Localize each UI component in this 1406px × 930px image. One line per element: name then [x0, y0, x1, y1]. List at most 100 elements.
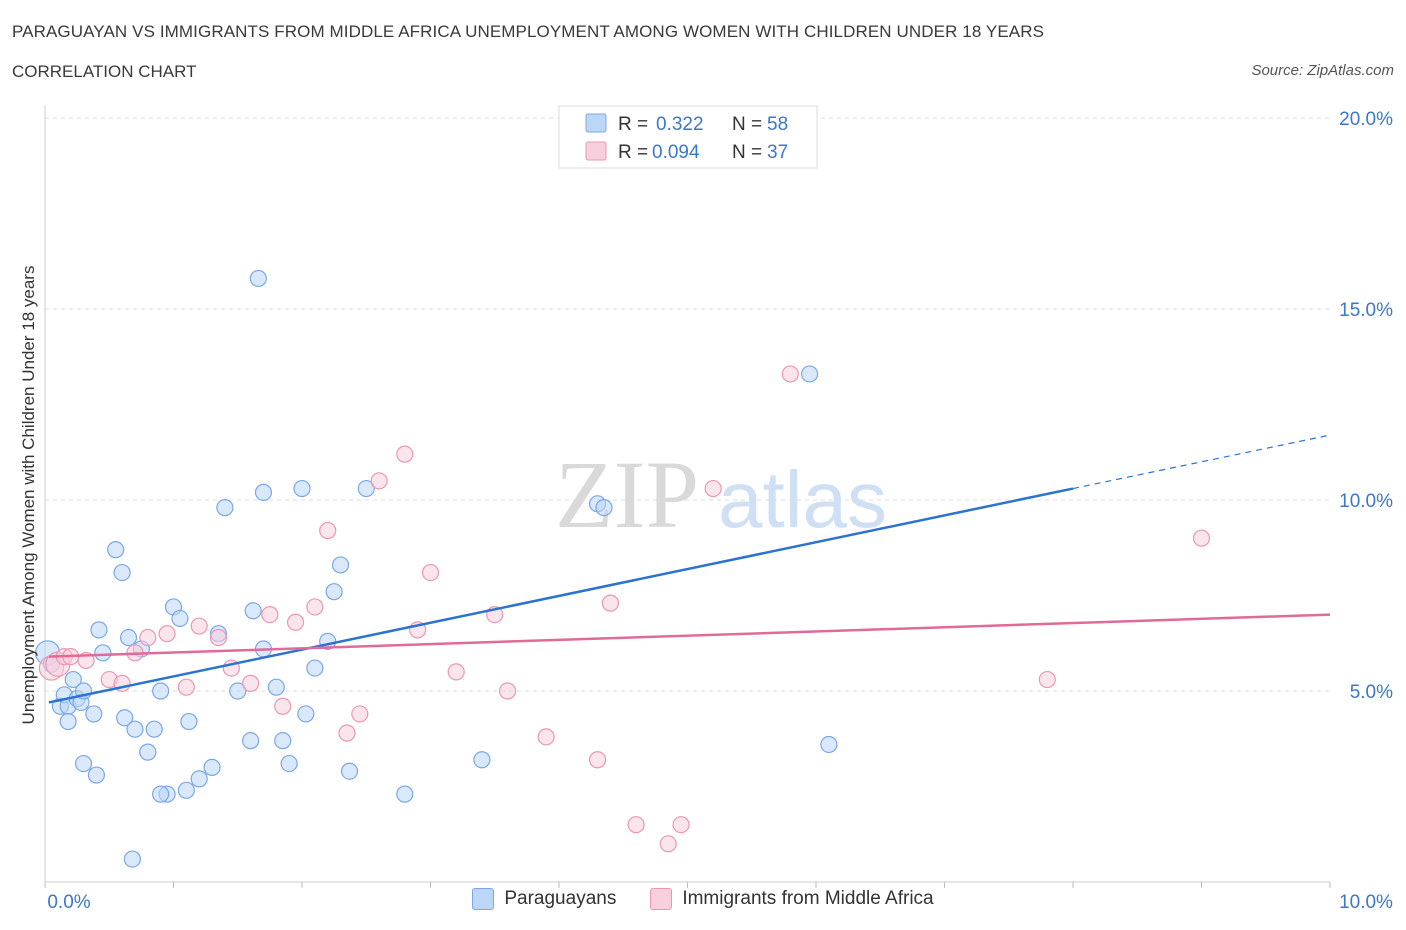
middle-africa-point	[704, 479, 722, 498]
legend-bottom: Paraguayans Immigrants from Middle Afric…	[0, 888, 1406, 910]
legend-label-middle-africa: Immigrants from Middle Africa	[682, 888, 934, 909]
paraguayans-point	[331, 556, 350, 574]
paraguayans-point	[244, 602, 262, 620]
grid-lines	[45, 117, 1330, 692]
middle-africa-point	[1192, 529, 1211, 547]
paraguayans-point	[340, 762, 359, 780]
paraguayans-point	[274, 732, 292, 750]
paraguayans-point	[396, 785, 414, 803]
paraguayans-point	[107, 541, 125, 559]
legend-label-paraguayans: Paraguayans	[504, 888, 617, 909]
legend-item-paraguayans: Paraguayans	[472, 888, 616, 910]
paraguayans-point	[177, 781, 195, 799]
y-axis-label: Unemployment Among Women with Children U…	[19, 266, 38, 725]
paraguayans-point	[152, 682, 170, 700]
middle-africa-point	[338, 724, 356, 742]
source-label: Source: ZipAtlas.com	[1251, 62, 1394, 79]
watermark-zip: ZIP	[555, 441, 699, 548]
middle-africa-point	[351, 705, 369, 723]
paraguayans-point	[306, 659, 324, 677]
legend-r-value-pink: 0.094	[652, 142, 700, 163]
middle-africa-point	[537, 728, 555, 746]
paraguayans-point	[357, 479, 375, 498]
middle-africa-point	[370, 472, 388, 490]
legend-n-label-blue: N =	[732, 114, 762, 135]
paraguayans-trend-extension	[1072, 434, 1331, 490]
chart-title: PARAGUAYAN VS IMMIGRANTS FROM MIDDLE AFR…	[12, 22, 1045, 41]
paraguayans-trend-line	[48, 487, 1074, 704]
middle-africa-point	[627, 816, 645, 834]
paraguayans-point	[152, 785, 170, 803]
middle-africa-point	[139, 628, 157, 647]
chart-subtitle: CORRELATION CHART	[12, 62, 197, 81]
middle-africa-point	[781, 365, 799, 383]
paraguayans-point	[59, 712, 77, 731]
legend-item-middle-africa: Immigrants from Middle Africa	[650, 888, 934, 910]
paraguayans-point	[180, 712, 198, 731]
legend-swatch-blue	[585, 113, 607, 133]
trend-lines	[48, 434, 1331, 704]
data-points	[34, 269, 1211, 868]
paraguayans-point	[126, 720, 144, 738]
paraguayans-point	[113, 563, 131, 582]
legend-r-label-blue: R =	[618, 114, 648, 135]
paraguayans-point	[293, 479, 311, 498]
middle-africa-point	[672, 816, 690, 834]
middle-africa-point	[421, 563, 440, 582]
middle-africa-point	[158, 625, 176, 643]
legend-swatch-middle-africa	[650, 888, 673, 910]
middle-africa-point	[261, 605, 279, 624]
legend-n-label-pink: N =	[732, 142, 762, 163]
paraguayans-point	[242, 732, 260, 750]
legend-top: R = 0.322 N = 58 R = 0.094 N = 37	[558, 105, 818, 169]
x-tick-label: 0.0%	[47, 892, 90, 913]
paraguayans-point	[800, 365, 819, 383]
paraguayans-point	[74, 754, 93, 773]
legend-n-value-pink: 37	[767, 142, 788, 163]
paraguayans-point	[90, 621, 108, 639]
paraguayans-point	[139, 743, 157, 761]
paraguayans-point	[820, 735, 838, 754]
paraguayans-point	[267, 678, 285, 696]
middle-africa-point	[286, 613, 305, 631]
paraguayans-point	[229, 682, 247, 700]
x-tick-label: 10.0%	[1339, 892, 1393, 913]
middle-africa-point	[1038, 670, 1056, 689]
paraguayans-point	[249, 269, 267, 288]
paraguayans-point	[280, 754, 298, 773]
middle-africa-point	[499, 682, 517, 700]
paraguayans-point	[87, 766, 106, 784]
paraguayans-point	[64, 670, 82, 689]
axes	[44, 106, 1331, 888]
paraguayans-point	[123, 850, 141, 868]
legend-n-value-blue: 58	[767, 114, 788, 135]
paraguayans-point	[94, 644, 112, 662]
legend-r-label-pink: R =	[618, 142, 648, 163]
paraguayans-point	[190, 770, 208, 788]
tick-labels: 5.0% 10.0% 15.0% 20.0% 0.0% 10.0%	[47, 109, 1393, 913]
paraguayans-point	[203, 758, 221, 777]
paraguayans-point	[297, 705, 315, 723]
legend-swatch-pink	[585, 141, 607, 161]
paraguayans-point	[85, 705, 103, 723]
middle-africa-trend-line	[48, 613, 1331, 658]
paraguayans-point	[595, 499, 613, 517]
legend-r-value-blue: 0.322	[656, 114, 704, 135]
y-tick-label: 15.0%	[1339, 300, 1393, 321]
paraguayans-point	[216, 499, 234, 517]
watermark: ZIP atlas	[555, 441, 887, 548]
paraguayans-point	[145, 720, 163, 738]
paraguayans-point	[171, 609, 189, 628]
middle-africa-point	[274, 697, 292, 715]
paraguayans-point	[473, 751, 491, 769]
middle-africa-point	[319, 521, 337, 540]
middle-africa-point	[659, 835, 677, 853]
y-tick-label: 20.0%	[1339, 109, 1393, 130]
y-tick-label: 5.0%	[1350, 682, 1393, 703]
paraguayans-point	[254, 483, 273, 501]
paraguayans-point	[119, 628, 138, 647]
middle-africa-point	[177, 678, 195, 696]
paraguayans-point	[325, 583, 343, 601]
middle-africa-point	[396, 445, 414, 463]
